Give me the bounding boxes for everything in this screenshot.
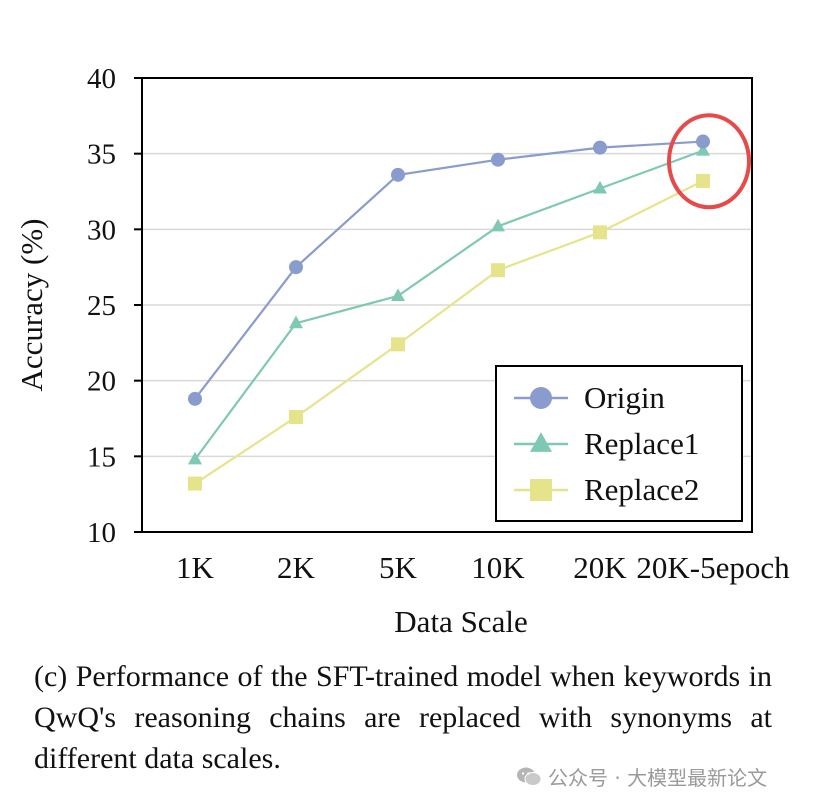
x-tick-label: 20K-5epoch (636, 550, 790, 585)
data-point (491, 263, 505, 278)
x-tick-labels: 1K 2K 5K 10K 20K 20K-5epoch (176, 550, 790, 585)
data-point (391, 288, 405, 301)
watermark: 公众号 · 大模型最新论文 (516, 762, 767, 791)
data-point (289, 409, 303, 424)
x-tick-label: 5K (379, 550, 418, 585)
y-tick-label: 40 (87, 63, 116, 95)
series (188, 134, 710, 491)
legend: Origin Replace1 Replace2 (495, 365, 743, 522)
data-point (391, 167, 405, 182)
x-tick-label: 1K (176, 550, 215, 585)
y-tick-label: 10 (87, 517, 116, 549)
data-point (289, 260, 303, 275)
wechat-icon (517, 767, 542, 786)
data-point (188, 391, 202, 406)
legend-label: Origin (584, 380, 665, 415)
x-axis-label: Data Scale (394, 604, 527, 639)
y-tick-label: 25 (87, 290, 116, 322)
x-tick-label: 2K (277, 550, 316, 585)
data-point (188, 451, 202, 465)
data-point (593, 180, 607, 194)
series-origin (188, 134, 710, 406)
series-line (194, 179, 704, 485)
x-tick-label: 20K (573, 550, 627, 585)
series-line (194, 149, 704, 461)
x-tick-label: 10K (471, 550, 525, 585)
y-axis-label: Accuracy (%) (14, 219, 49, 392)
data-point (530, 387, 552, 409)
data-point (391, 337, 405, 352)
y-tick-labels: 10 15 20 25 30 35 40 (87, 63, 142, 549)
line-chart: 10 15 20 25 30 35 40 1K 2K 5K 10K 20K 20K-5epoch Ac… (14, 63, 790, 639)
series-line (194, 140, 704, 400)
legend-label: Replace2 (584, 472, 699, 507)
y-tick-label: 30 (87, 214, 116, 246)
data-point (696, 173, 710, 188)
data-point (188, 476, 202, 491)
highlight-ellipse (667, 113, 751, 210)
y-tick-label: 35 (87, 139, 116, 171)
watermark-text: 公众号 · 大模型最新论文 (548, 766, 768, 790)
y-tick-label: 20 (87, 366, 116, 398)
legend-item-replace1: Replace1 (514, 426, 699, 461)
series-replace2 (188, 173, 710, 491)
legend-label: Replace1 (584, 426, 699, 461)
figure-caption: (c) Performance of the SFT-trained model… (34, 660, 772, 775)
y-tick-label: 15 (87, 441, 116, 473)
data-point (289, 315, 303, 329)
data-point (491, 152, 505, 167)
data-point (696, 143, 710, 156)
highlight-annotation (667, 113, 751, 210)
data-point (593, 225, 607, 240)
data-point (593, 140, 607, 155)
data-point (530, 432, 552, 452)
data-point (491, 218, 505, 232)
legend-item-origin: Origin (514, 380, 665, 415)
series-replace1 (188, 143, 710, 465)
data-point (530, 479, 552, 501)
data-point (696, 134, 710, 149)
legend-item-replace2: Replace2 (514, 472, 699, 507)
